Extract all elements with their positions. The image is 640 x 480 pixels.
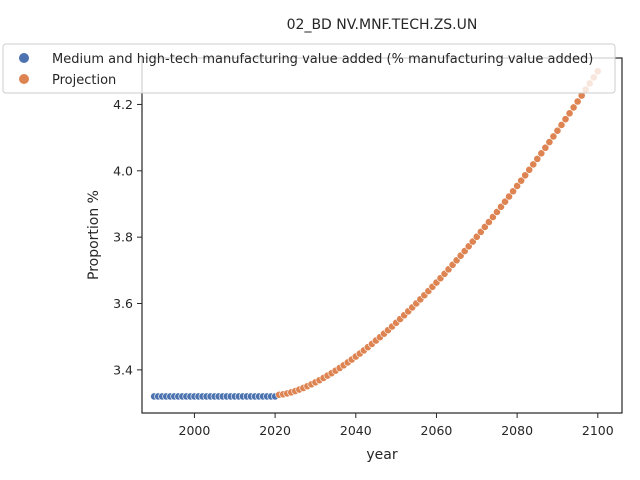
- legend-label-medium-high-tech: Medium and high-tech manufacturing value…: [52, 52, 593, 67]
- y-tick-label: 4.0: [113, 163, 133, 178]
- legend: Medium and high-tech manufacturing value…: [2, 43, 616, 94]
- data-point-projection: [529, 160, 538, 169]
- data-point-projection: [517, 176, 526, 185]
- data-point-projection: [549, 132, 558, 141]
- data-point-projection: [489, 213, 497, 221]
- data-point-projection: [565, 109, 574, 118]
- x-tick-label: 2080: [501, 423, 533, 438]
- data-points: [150, 67, 602, 401]
- data-point-projection: [493, 208, 501, 216]
- chart-title: 02_BD NV.MNF.TECH.ZS.UN: [287, 17, 478, 33]
- data-point-projection: [505, 192, 513, 201]
- x-tick-label: 2100: [582, 423, 614, 438]
- y-tick-label: 3.6: [113, 296, 133, 311]
- y-axis: 3.4 3.6 3.8 4.0 4.2: [113, 97, 142, 377]
- legend-marker-projection: [19, 74, 29, 84]
- data-point-projection: [533, 154, 542, 163]
- y-tick-label: 3.4: [113, 362, 133, 377]
- data-point-projection: [525, 165, 534, 174]
- x-tick-label: 2060: [421, 423, 453, 438]
- data-point-projection: [553, 126, 562, 135]
- data-point-projection: [513, 182, 522, 190]
- x-tick-label: 2020: [259, 423, 291, 438]
- data-point-projection: [557, 121, 566, 129]
- data-point-projection: [569, 103, 578, 112]
- x-tick-label: 2000: [179, 423, 211, 438]
- y-axis-label: Proportion %: [86, 190, 102, 280]
- legend-marker-medium-high-tech: [19, 53, 29, 63]
- y-tick-label: 3.8: [113, 230, 133, 245]
- y-tick-label: 4.2: [113, 97, 133, 112]
- data-point-projection: [497, 202, 505, 211]
- data-point-projection: [501, 197, 509, 206]
- legend-box: [2, 43, 616, 94]
- legend-label-projection: Projection: [52, 73, 116, 88]
- data-point-projection: [521, 171, 530, 180]
- x-axis: 2000 2020 2040 2060 2080 2100: [179, 413, 614, 438]
- data-point-projection: [545, 138, 554, 147]
- x-tick-label: 2040: [340, 423, 372, 438]
- plot-area: 2000 2020 2040 2060 2080 2100 3.4 3.6 3.8 4.0 4.2: [113, 57, 623, 438]
- x-axis-label: year: [366, 447, 397, 463]
- data-point-projection: [484, 218, 493, 226]
- data-point-projection: [561, 115, 570, 124]
- data-point-projection: [573, 97, 582, 106]
- data-point-projection: [509, 187, 517, 196]
- data-point-projection: [537, 149, 546, 158]
- data-point-projection: [541, 143, 550, 152]
